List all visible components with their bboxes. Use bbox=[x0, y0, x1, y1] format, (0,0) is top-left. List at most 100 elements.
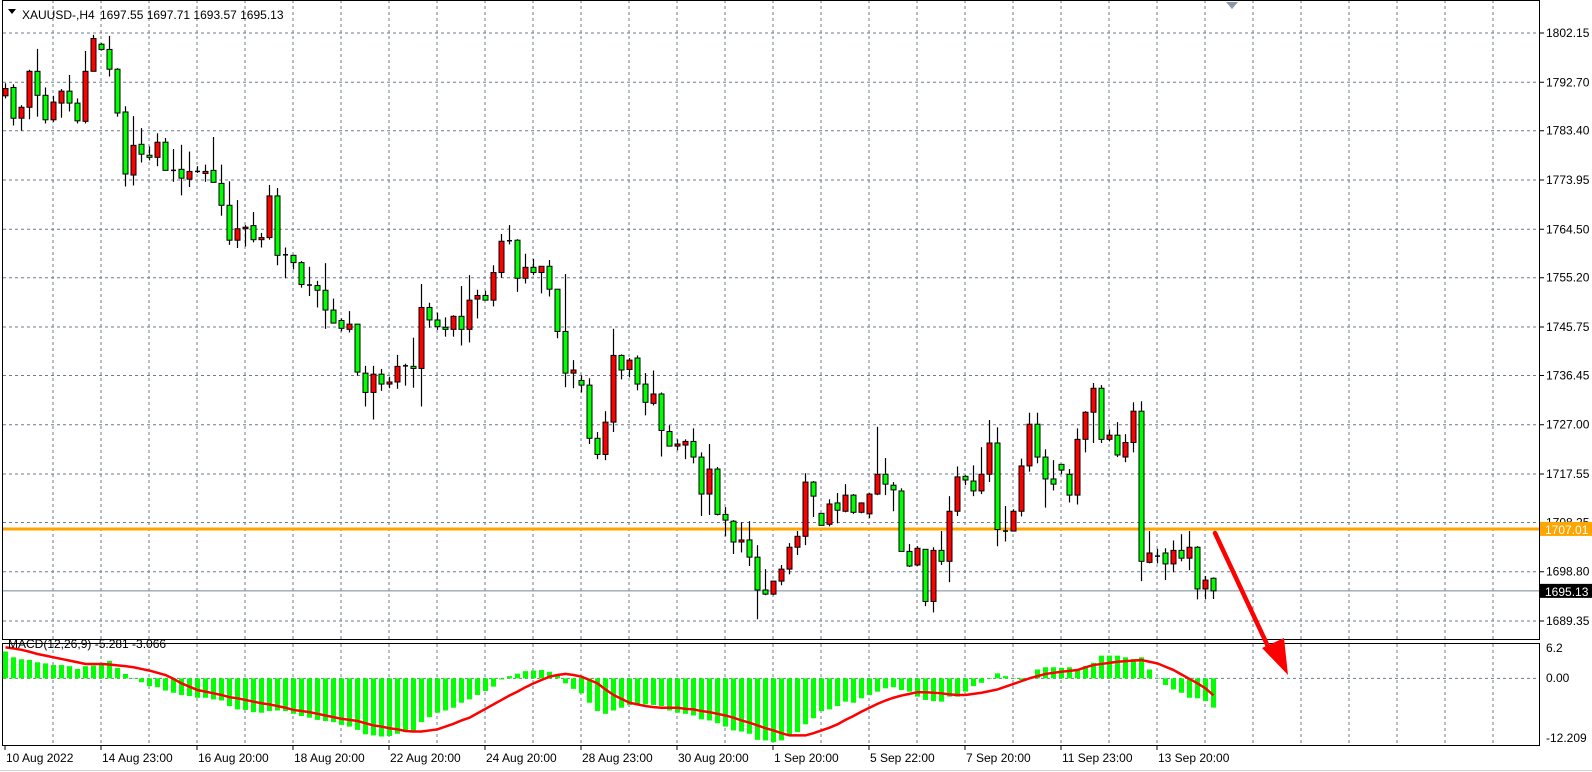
candle bbox=[842, 484, 849, 513]
candle-body bbox=[330, 309, 337, 324]
candle bbox=[403, 363, 408, 386]
candle bbox=[634, 355, 641, 391]
candle bbox=[714, 466, 721, 516]
time-axis[interactable]: 10 Aug 2022 14 Aug 23:00 16 Aug 20:00 18 Au… bbox=[4, 746, 1230, 765]
chart-shift-marker-icon[interactable] bbox=[1226, 2, 1238, 9]
macd-histogram-bar bbox=[443, 678, 448, 711]
candle bbox=[770, 580, 777, 596]
macd-histogram-bar bbox=[131, 678, 136, 679]
candle-body bbox=[378, 373, 385, 385]
candle bbox=[1130, 402, 1137, 453]
candle bbox=[226, 181, 233, 245]
candle bbox=[922, 548, 929, 607]
candle bbox=[514, 239, 521, 292]
macd-histogram-bar bbox=[1059, 667, 1064, 679]
candle-body bbox=[898, 490, 905, 552]
candle bbox=[283, 247, 288, 279]
macd-histogram-bar bbox=[947, 678, 952, 697]
candle-body bbox=[354, 323, 361, 373]
macd-histogram-bar bbox=[667, 678, 672, 711]
macd-label: MACD(12,26,9) -5.281 -3.066 bbox=[8, 637, 166, 651]
candle bbox=[1042, 449, 1049, 508]
candle bbox=[930, 547, 937, 613]
macd-histogram-bar bbox=[691, 678, 696, 716]
macd-histogram-bar bbox=[91, 665, 96, 679]
candle bbox=[906, 544, 913, 568]
macd-histogram-bar bbox=[747, 678, 752, 734]
candle-body bbox=[994, 442, 1001, 531]
candle-body bbox=[34, 70, 41, 96]
candle-body bbox=[594, 437, 601, 455]
candle-body bbox=[234, 228, 241, 241]
macd-histogram-bar bbox=[483, 678, 488, 692]
candle bbox=[978, 447, 985, 495]
candle-body bbox=[874, 473, 881, 495]
time-tick-label: 16 Aug 20:00 bbox=[198, 751, 269, 765]
candle-body bbox=[1034, 423, 1041, 458]
candle bbox=[522, 253, 529, 284]
price-tick-label: 1792.70 bbox=[1546, 75, 1590, 89]
candle bbox=[210, 136, 217, 183]
candle bbox=[1018, 458, 1025, 517]
macd-indicator bbox=[3, 646, 1216, 743]
macd-histogram-bar bbox=[1131, 658, 1136, 679]
candle-body bbox=[610, 354, 617, 423]
macd-histogram-bar bbox=[627, 678, 632, 705]
macd-histogram-bar bbox=[843, 678, 848, 702]
candle-body bbox=[58, 90, 65, 104]
candle bbox=[58, 89, 65, 118]
candle bbox=[130, 116, 137, 186]
time-tick-label: 30 Aug 20:00 bbox=[678, 751, 749, 765]
candle-body bbox=[1138, 410, 1145, 562]
candle bbox=[154, 133, 161, 167]
macd-histogram-bar bbox=[539, 670, 544, 679]
macd-histogram-bar bbox=[291, 678, 296, 714]
candle bbox=[1202, 575, 1209, 600]
macd-histogram-bar bbox=[419, 678, 424, 723]
candle-body bbox=[266, 195, 273, 239]
candle bbox=[642, 373, 649, 416]
candle-body bbox=[562, 330, 569, 374]
candle bbox=[178, 144, 185, 196]
macd-histogram-bar bbox=[1083, 666, 1088, 679]
candle-body bbox=[122, 111, 129, 175]
candle bbox=[106, 35, 113, 77]
macd-histogram-bar bbox=[299, 678, 304, 717]
candle bbox=[1106, 429, 1113, 442]
macd-histogram-bar bbox=[819, 678, 824, 712]
level-price-tag bbox=[1540, 521, 1592, 536]
candle-body bbox=[1146, 552, 1153, 563]
macd-histogram-bar bbox=[651, 678, 656, 705]
macd-histogram-bar bbox=[339, 678, 344, 725]
candle-body bbox=[250, 225, 257, 241]
time-tick-label: 18 Aug 20:00 bbox=[294, 751, 365, 765]
macd-pane-border bbox=[2, 643, 1540, 746]
candle bbox=[171, 148, 176, 182]
candle bbox=[146, 146, 153, 161]
dropdown-triangle-icon[interactable] bbox=[8, 9, 16, 14]
candle-body bbox=[442, 326, 449, 330]
macd-histogram-bar bbox=[1187, 678, 1192, 698]
macd-histogram-bar bbox=[475, 678, 480, 695]
macd-histogram-bar bbox=[1075, 669, 1080, 679]
candle-body bbox=[914, 547, 921, 566]
time-tick-label: 24 Aug 20:00 bbox=[486, 751, 557, 765]
candle-body bbox=[90, 37, 97, 72]
candle-body bbox=[922, 548, 929, 602]
macd-histogram-bar bbox=[731, 678, 736, 731]
grid-lines bbox=[3, 0, 1540, 746]
candle-body bbox=[938, 549, 945, 562]
candle bbox=[754, 545, 761, 620]
candle-body bbox=[882, 473, 889, 485]
time-tick-label: 22 Aug 20:00 bbox=[390, 751, 461, 765]
candle bbox=[666, 425, 673, 447]
price-axis[interactable]: 1802.15 1792.70 1783.40 1773.95 1764.50 1755.… bbox=[1540, 26, 1592, 628]
candle bbox=[498, 233, 505, 278]
candle-body bbox=[298, 262, 305, 286]
macd-histogram-bar bbox=[1067, 667, 1072, 679]
candle-body bbox=[1178, 549, 1185, 559]
candle bbox=[706, 444, 713, 515]
candle-body bbox=[810, 481, 817, 497]
macd-histogram-bar bbox=[107, 660, 112, 679]
